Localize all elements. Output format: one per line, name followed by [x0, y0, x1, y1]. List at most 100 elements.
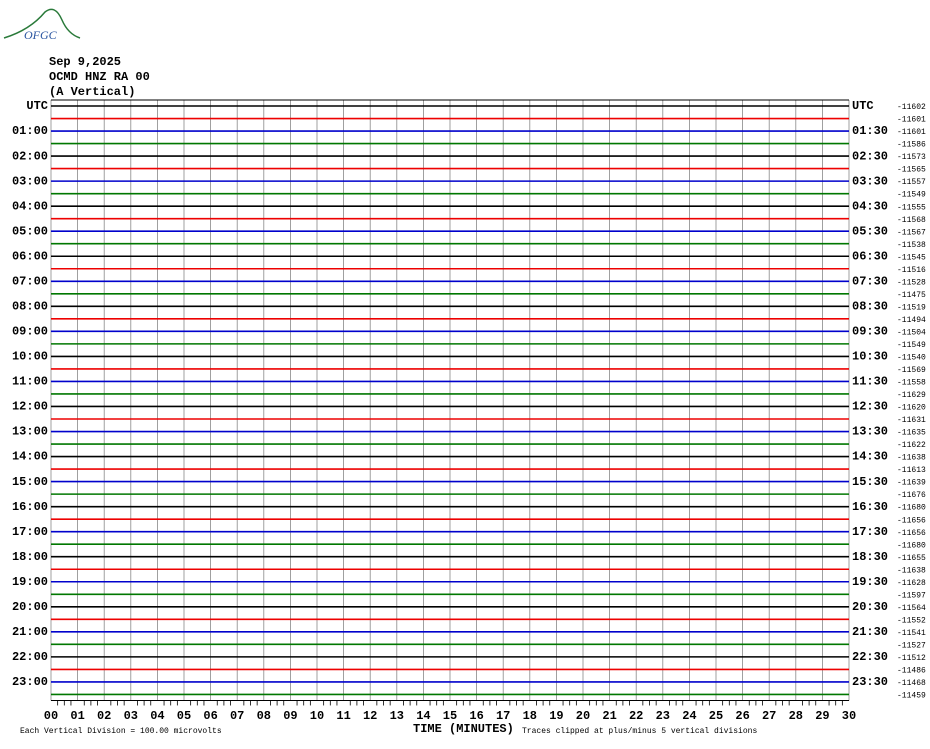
left-time-label: 15:00: [12, 475, 48, 489]
right-time-label: 16:30: [852, 500, 888, 514]
row-value: -11680: [897, 541, 926, 550]
x-tick-label: 16: [469, 709, 483, 723]
row-value: -11597: [897, 591, 926, 600]
right-time-label: 17:30: [852, 525, 888, 539]
row-value: -11622: [897, 441, 926, 450]
left-time-label: UTC: [26, 99, 48, 113]
right-time-label: 02:30: [852, 149, 888, 163]
x-tick-label: 08: [257, 709, 271, 723]
right-time-label: 12:30: [852, 400, 888, 414]
row-value: -11564: [897, 604, 926, 613]
left-time-label: 21:00: [12, 625, 48, 639]
x-tick-label: 25: [709, 709, 723, 723]
row-value: -11549: [897, 191, 926, 200]
left-time-label: 17:00: [12, 525, 48, 539]
row-value: -11552: [897, 616, 926, 625]
row-value: -11538: [897, 241, 926, 250]
right-time-label: 06:30: [852, 249, 888, 263]
right-time-label: UTC: [852, 99, 874, 113]
right-time-label: 21:30: [852, 625, 888, 639]
row-value: -11549: [897, 341, 926, 350]
x-tick-label: 09: [283, 709, 297, 723]
x-axis-label: TIME (MINUTES): [413, 722, 514, 736]
row-value: -11655: [897, 554, 926, 563]
row-value: -11558: [897, 379, 926, 388]
left-time-label: 12:00: [12, 400, 48, 414]
right-time-label: 18:30: [852, 550, 888, 564]
plot: 00 01 02 03 04 05 06 07 08 09 10 11 12 13 14 15 16 17 18 19…: [12, 99, 926, 723]
left-time-label: 01:00: [12, 124, 48, 138]
right-time-label: 23:30: [852, 675, 888, 689]
row-value: -11516: [897, 266, 926, 275]
row-value: -11541: [897, 629, 926, 638]
right-time-label: 15:30: [852, 475, 888, 489]
x-tick-label: 17: [496, 709, 510, 723]
x-tick-label: 19: [549, 709, 563, 723]
row-value: -11540: [897, 354, 926, 363]
row-value: -11639: [897, 479, 926, 488]
right-time-label: 09:30: [852, 325, 888, 339]
x-tick-label: 14: [416, 709, 430, 723]
row-value: -11555: [897, 203, 926, 212]
left-time-label: 22:00: [12, 650, 48, 664]
logo-curve: [3, 8, 81, 39]
left-time-label: 08:00: [12, 299, 48, 313]
row-value: -11573: [897, 153, 926, 162]
left-time-label: 11:00: [12, 375, 48, 389]
left-time-label: 06:00: [12, 249, 48, 263]
left-time-label: 04:00: [12, 199, 48, 213]
row-value: -11545: [897, 253, 926, 262]
row-value: -11635: [897, 429, 926, 438]
x-tick-label: 18: [523, 709, 537, 723]
row-value: -11527: [897, 641, 926, 650]
row-value: -11656: [897, 529, 926, 538]
row-value: -11459: [897, 692, 926, 701]
left-time-label: 05:00: [12, 224, 48, 238]
left-time-label: 09:00: [12, 325, 48, 339]
x-tick-label: 20: [576, 709, 590, 723]
logo-text: OFGC: [24, 28, 58, 42]
row-value: -11557: [897, 178, 926, 187]
x-tick-label: 21: [602, 709, 616, 723]
x-tick-label: 13: [390, 709, 404, 723]
left-time-label: 16:00: [12, 500, 48, 514]
station: OCMD HNZ RA 00: [49, 70, 150, 84]
x-tick-label: 30: [842, 709, 856, 723]
row-value: -11638: [897, 566, 926, 575]
row-value: -11494: [897, 316, 926, 325]
row-value: -11601: [897, 116, 926, 125]
right-time-label: 22:30: [852, 650, 888, 664]
right-time-label: 07:30: [852, 274, 888, 288]
left-time-label: 03:00: [12, 174, 48, 188]
left-time-label: 07:00: [12, 274, 48, 288]
x-tick-label: 04: [150, 709, 164, 723]
left-time-label: 02:00: [12, 149, 48, 163]
right-time-label: 14:30: [852, 450, 888, 464]
left-time-label: 23:00: [12, 675, 48, 689]
x-tick-label: 00: [44, 709, 58, 723]
row-value: -11565: [897, 166, 926, 175]
row-value: -11629: [897, 391, 926, 400]
x-tick-label: 01: [70, 709, 84, 723]
x-tick-label: 02: [97, 709, 111, 723]
right-time-label: 04:30: [852, 199, 888, 213]
x-tick-label: 23: [656, 709, 670, 723]
x-tick-label: 11: [336, 709, 350, 723]
left-time-label: 14:00: [12, 450, 48, 464]
x-tick-label: 22: [629, 709, 643, 723]
row-value: -11567: [897, 228, 926, 237]
row-value: -11620: [897, 404, 926, 413]
row-value: -11613: [897, 466, 926, 475]
left-time-label: 18:00: [12, 550, 48, 564]
x-tick-label: 15: [443, 709, 457, 723]
x-tick-label: 07: [230, 709, 244, 723]
right-time-label: 20:30: [852, 600, 888, 614]
x-tick-label: 03: [124, 709, 138, 723]
x-tick-label: 10: [310, 709, 324, 723]
clip-note: Traces clipped at plus/minus 5 vertical …: [522, 727, 757, 736]
left-time-label: 19:00: [12, 575, 48, 589]
x-tick-label: 26: [735, 709, 749, 723]
row-value: -11638: [897, 454, 926, 463]
row-value: -11628: [897, 579, 926, 588]
row-value: -11680: [897, 504, 926, 513]
